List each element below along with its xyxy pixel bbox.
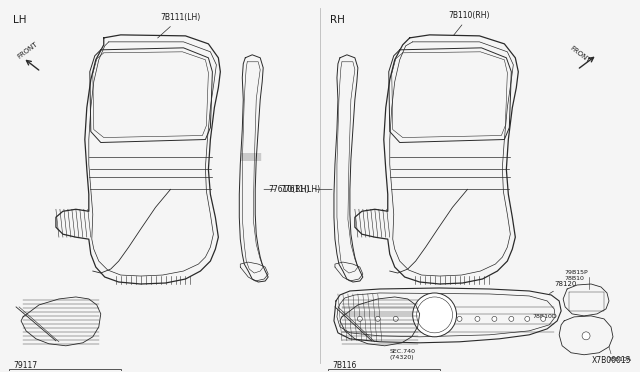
Circle shape (357, 317, 362, 321)
Circle shape (582, 332, 590, 340)
Circle shape (375, 317, 380, 321)
Text: 77610(RH): 77610(RH) (269, 185, 332, 194)
Text: 77611(LH): 77611(LH) (264, 185, 320, 194)
Bar (328, 369, 440, 372)
Bar (9, 369, 121, 372)
Text: SEC.740
(74320): SEC.740 (74320) (390, 349, 416, 360)
Circle shape (541, 317, 546, 321)
Text: 78B10D: 78B10D (532, 314, 557, 319)
Circle shape (525, 317, 530, 321)
Text: RH: RH (330, 15, 345, 25)
Text: 79B15P: 79B15P (564, 270, 588, 275)
Text: 79117: 79117 (13, 361, 37, 370)
Circle shape (492, 317, 497, 321)
Circle shape (509, 317, 514, 321)
Text: LH: LH (13, 15, 27, 25)
Circle shape (457, 317, 462, 321)
Text: FRONT: FRONT (569, 45, 591, 64)
Text: 78B10: 78B10 (564, 276, 584, 281)
Text: 78B10A: 78B10A (607, 357, 631, 362)
Text: 7B111(LH): 7B111(LH) (157, 13, 200, 38)
Text: FRONT: FRONT (17, 41, 39, 60)
Circle shape (393, 317, 398, 321)
Text: 7B116: 7B116 (332, 361, 356, 370)
Circle shape (475, 317, 480, 321)
Circle shape (413, 293, 456, 337)
Circle shape (417, 297, 452, 333)
Text: 78120: 78120 (550, 281, 577, 294)
Text: X7B00015: X7B00015 (591, 356, 631, 365)
Text: 7B110(RH): 7B110(RH) (449, 11, 490, 36)
